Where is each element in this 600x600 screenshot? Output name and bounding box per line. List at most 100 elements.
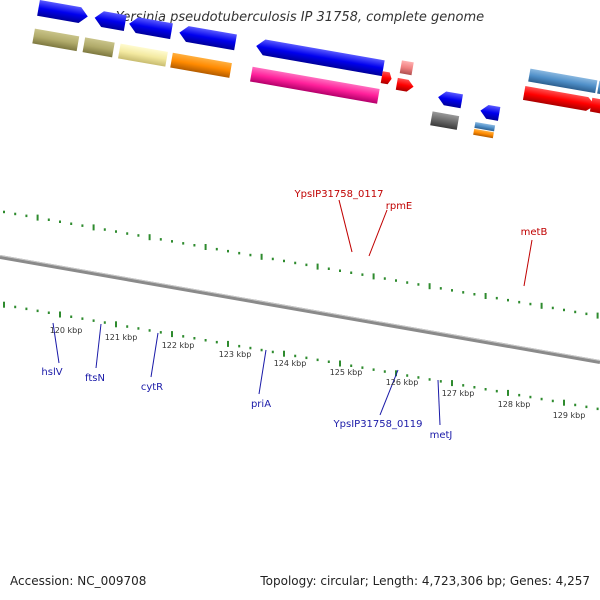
gene-blue-1[interactable] [93, 10, 127, 31]
tick-major [395, 370, 397, 377]
tick-minor [574, 403, 577, 407]
gene-priA[interactable] [250, 66, 380, 104]
tick-minor [25, 214, 28, 218]
tick-major [372, 273, 375, 280]
tick-major [596, 312, 599, 319]
gene-olive-2[interactable] [82, 37, 115, 58]
scale-label-120: 120 kbp [50, 326, 83, 335]
gene-red-small-1[interactable] [380, 71, 393, 85]
genome-backbone [0, 255, 600, 364]
tick-minor [428, 378, 431, 381]
tick-major [115, 321, 117, 328]
tick-minor [350, 364, 353, 367]
scale-label-125: 125 kbp [330, 368, 363, 377]
gene-ftsN[interactable] [118, 43, 168, 67]
tick-minor [473, 386, 476, 389]
gene-track [32, 0, 600, 139]
genome-title: Yersinia pseudotuberculosis IP 31758, co… [115, 10, 485, 25]
tick-minor [439, 380, 442, 383]
label-YpsIP31758_0117: YpsIP31758_0117 [294, 189, 384, 200]
tick-minor [81, 224, 84, 227]
tick-minor [406, 281, 409, 284]
tick-minor [260, 348, 263, 352]
tick-minor [159, 238, 162, 241]
tick-major [148, 234, 151, 241]
tick-minor [171, 240, 173, 243]
tick-minor [59, 220, 61, 223]
label-metJ: metJ [430, 430, 453, 441]
tick-minor [137, 327, 140, 330]
tick-minor [305, 356, 308, 360]
tick-minor [126, 325, 129, 328]
tick-minor [215, 247, 218, 251]
tick-minor [563, 308, 565, 312]
gene-hslV[interactable] [32, 28, 80, 52]
tick-minor [518, 393, 521, 397]
tick-major [283, 350, 285, 357]
gene-blue-metJ-top[interactable] [479, 104, 501, 121]
tick-minor [585, 312, 588, 316]
tick-minor [462, 384, 465, 387]
scale-label-121: 121 kbp [105, 333, 138, 342]
tick-minor [529, 395, 532, 399]
scale-label-127: 127 kbp [442, 389, 475, 398]
tick-minor [159, 331, 162, 334]
tick-minor [249, 346, 252, 350]
tick-minor [204, 339, 207, 342]
tick-minor [238, 344, 241, 348]
gene-blue-priA-region[interactable] [255, 38, 385, 77]
label-leaders [52, 199, 533, 426]
tick-minor [25, 307, 28, 311]
tick-minor [305, 263, 308, 267]
tick-row-inner [3, 301, 599, 411]
label-cytR: cytR [141, 382, 163, 393]
gene-rpmE[interactable] [395, 77, 415, 93]
scale-label-129: 129 kbp [553, 411, 586, 420]
tick-minor [294, 354, 297, 358]
tick-minor [417, 283, 420, 286]
tick-minor [137, 234, 140, 237]
gene-YpsIP31758_0119[interactable] [430, 111, 460, 130]
tick-minor [484, 388, 487, 391]
tick-minor [417, 376, 420, 379]
tick-minor [47, 218, 50, 221]
scale-label-128: 128 kbp [498, 400, 531, 409]
tick-minor [361, 366, 364, 369]
tick-minor [14, 212, 17, 216]
tick-minor [271, 350, 274, 354]
gene-metJ[interactable] [473, 128, 494, 139]
gene-metB[interactable] [522, 86, 596, 112]
gene-metL[interactable] [528, 68, 598, 94]
tick-minor [115, 230, 117, 233]
tick-minor [103, 228, 106, 231]
tick-major [92, 224, 95, 231]
gene-blue-0119-top[interactable] [437, 90, 463, 109]
tick-major [227, 340, 229, 347]
tick-minor [383, 370, 386, 373]
tick-minor [283, 259, 285, 263]
accession-text: Accession: NC_009708 [10, 574, 147, 588]
tick-major [59, 311, 61, 318]
gene-blue-3[interactable] [178, 25, 237, 51]
tick-minor [395, 279, 397, 282]
tick-minor [383, 277, 386, 280]
tick-minor [271, 257, 274, 261]
tick-minor [36, 309, 39, 313]
tick-minor [462, 291, 465, 294]
tick-minor [327, 267, 330, 270]
tick-minor [14, 305, 17, 309]
tick-minor [551, 399, 554, 403]
tick-minor [316, 358, 319, 362]
tick-minor [294, 261, 297, 265]
tick-major [36, 214, 39, 221]
tick-minor [182, 335, 185, 338]
tick-minor [518, 300, 521, 304]
label-YpsIP31758_0119: YpsIP31758_0119 [333, 419, 423, 430]
gene-cytR[interactable] [170, 52, 232, 78]
gene-hslU[interactable] [37, 0, 89, 24]
gene-steel-small[interactable] [474, 121, 496, 132]
genome-summary-text: Topology: circular; Length: 4,723,306 bp… [260, 574, 590, 588]
gene-blue-2[interactable] [128, 16, 173, 40]
gene-YpsIP31758_0117[interactable] [399, 60, 414, 76]
